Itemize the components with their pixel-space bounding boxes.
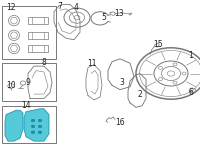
Text: 16: 16: [115, 117, 125, 127]
Circle shape: [31, 119, 35, 122]
Circle shape: [31, 125, 35, 128]
Polygon shape: [24, 109, 49, 141]
Text: 3: 3: [120, 78, 124, 87]
Text: 9: 9: [26, 78, 30, 87]
Circle shape: [31, 131, 35, 134]
Text: 8: 8: [42, 58, 46, 67]
Text: 11: 11: [87, 59, 97, 68]
Text: 1: 1: [189, 51, 193, 60]
Text: 10: 10: [6, 81, 16, 90]
Bar: [28, 32, 48, 39]
Text: 14: 14: [21, 101, 31, 110]
Text: 7: 7: [58, 2, 62, 11]
Bar: [2, 6, 56, 59]
Text: 2: 2: [138, 90, 142, 99]
Text: 4: 4: [74, 3, 78, 12]
Circle shape: [38, 131, 42, 134]
Bar: [28, 45, 48, 52]
Bar: [2, 63, 56, 101]
Circle shape: [38, 125, 42, 128]
Bar: [2, 106, 56, 143]
Text: 5: 5: [102, 13, 106, 22]
Text: 6: 6: [189, 88, 193, 97]
Circle shape: [38, 119, 42, 122]
Text: 12: 12: [6, 3, 16, 12]
Bar: [28, 17, 48, 24]
Text: 13: 13: [114, 9, 124, 19]
Text: 15: 15: [153, 40, 163, 49]
Polygon shape: [5, 110, 23, 141]
